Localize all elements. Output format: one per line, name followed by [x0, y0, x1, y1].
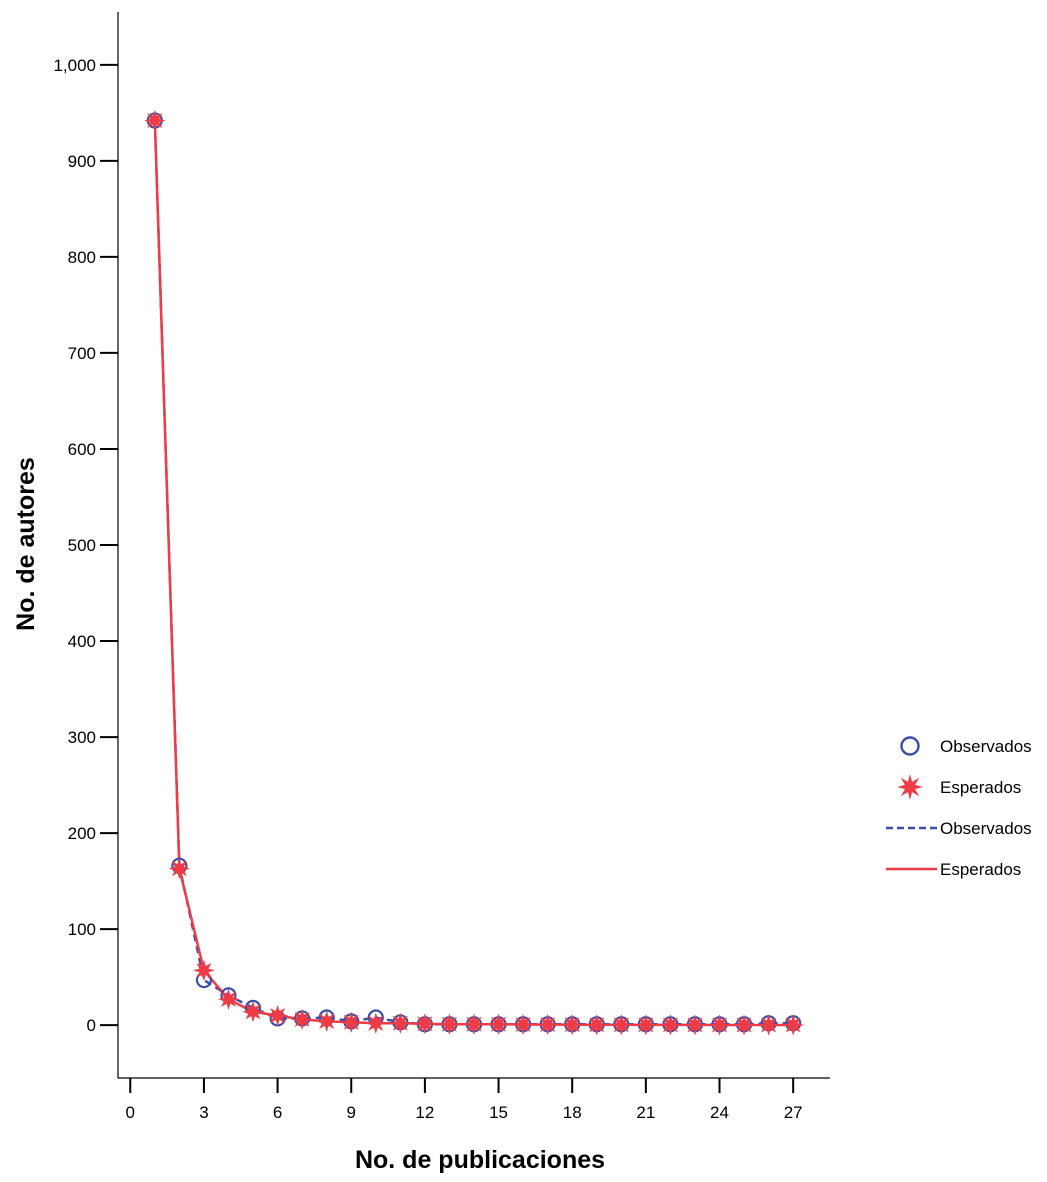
series-markers	[143, 109, 805, 1036]
esperados-point	[708, 1014, 731, 1036]
esperados-point	[291, 1008, 314, 1031]
esperados-point	[684, 1014, 706, 1036]
esperados-point	[757, 1014, 780, 1036]
series-line-esperados	[153, 120, 794, 1027]
x-tick-label: 6	[273, 1103, 282, 1122]
y-tick-label: 0	[87, 1016, 96, 1035]
esperados-point	[143, 109, 166, 132]
esperados-point	[193, 959, 215, 982]
y-tick-label: 900	[68, 152, 96, 171]
esperados-point	[315, 1010, 338, 1033]
legend-label: Esperados	[940, 778, 1021, 797]
series-line-observados	[153, 120, 794, 1026]
esperados-point	[536, 1013, 559, 1036]
series-lines	[153, 120, 794, 1027]
y-tick-label: 600	[68, 440, 96, 459]
esperados-point	[389, 1012, 412, 1035]
esperados-point	[217, 988, 240, 1011]
x-tick-label: 3	[199, 1103, 208, 1122]
y-tick-label: 1,000	[53, 56, 96, 75]
esperados-point	[659, 1014, 682, 1036]
esperados-point	[634, 1014, 657, 1036]
esperados-point	[610, 1013, 633, 1036]
esperados-point	[585, 1013, 608, 1036]
x-tick-label: 9	[347, 1103, 356, 1122]
y-axis-title: No. de autores	[12, 457, 40, 631]
x-tick-label: 21	[636, 1103, 655, 1122]
legend-symbol-circle	[900, 736, 920, 756]
esperados-point	[733, 1014, 755, 1036]
x-tick-label: 18	[563, 1103, 582, 1122]
legend-symbol-star	[897, 774, 923, 800]
legend-label: Observados	[940, 737, 1032, 756]
esperados-point	[512, 1013, 534, 1036]
y-tick-label: 500	[68, 536, 96, 555]
y-axis-ticks: 0 100 200 300 400 500 600 700 800 900 1,000	[53, 56, 118, 1035]
esperados-point	[242, 1000, 264, 1023]
esperados-point	[487, 1013, 510, 1036]
esperados-point	[782, 1014, 805, 1036]
axes	[117, 12, 830, 1079]
legend-label: Observados	[940, 819, 1032, 838]
esperados-point	[438, 1013, 461, 1036]
y-tick-label: 100	[68, 920, 96, 939]
x-tick-label: 27	[784, 1103, 803, 1122]
esperados-point	[340, 1011, 363, 1034]
x-tick-label: 24	[710, 1103, 729, 1122]
x-tick-label: 15	[489, 1103, 508, 1122]
legend-label: Esperados	[940, 860, 1021, 879]
x-axis-title: No. de publicaciones	[355, 1146, 605, 1174]
esperados-point	[561, 1013, 584, 1036]
legend: Observados Esperados Observados Esperados	[886, 736, 1032, 879]
esperados-point	[414, 1012, 436, 1035]
x-tick-label: 0	[126, 1103, 135, 1122]
x-tick-label: 12	[415, 1103, 434, 1122]
y-tick-label: 300	[68, 728, 96, 747]
esperados-point	[168, 857, 191, 880]
y-tick-label: 800	[68, 248, 96, 267]
esperados-point	[463, 1013, 485, 1036]
x-axis-ticks: 0 3 6 9 12 15 18 21 24 27	[126, 1078, 803, 1122]
y-tick-label: 400	[68, 632, 96, 651]
esperados-point	[266, 1004, 289, 1027]
y-tick-label: 700	[68, 344, 96, 363]
y-tick-label: 200	[68, 824, 96, 843]
esperados-point	[364, 1012, 387, 1035]
